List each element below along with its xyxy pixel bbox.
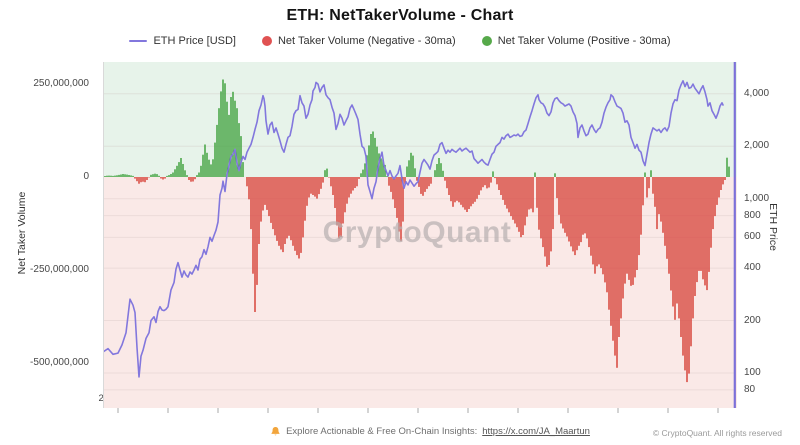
legend-item-eth-price[interactable]: ETH Price [USD] — [129, 35, 236, 47]
legend: ETH Price [USD] Net Taker Volume (Negati… — [0, 35, 800, 47]
watermark: CryptoQuant — [323, 216, 512, 249]
right-axis-tick: 400 — [744, 262, 761, 274]
promo-text: Explore Actionable & Free On-Chain Insig… — [286, 426, 478, 437]
left-axis-title: Net Taker Volume — [16, 191, 28, 275]
legend-item-positive-volume[interactable]: Net Taker Volume (Positive - 30ma) — [481, 35, 671, 47]
legend-label: Net Taker Volume (Positive - 30ma) — [497, 35, 671, 47]
page-title: ETH: NetTakerVolume - Chart — [286, 7, 514, 24]
right-axis-tick: 2,000 — [744, 140, 770, 152]
plot-area[interactable]: CryptoQuant — [102, 62, 737, 414]
negative-dot-marker-icon — [261, 36, 272, 46]
right-axis-tick: 100 — [744, 367, 761, 378]
volume-bars — [102, 79, 730, 383]
right-axis-tick: 800 — [744, 209, 761, 221]
left-axis-tick: -500,000,000 — [30, 357, 89, 368]
right-axis-tick: 1,000 — [744, 192, 770, 204]
copyright-text: © CryptoQuant. All rights reserved — [652, 428, 782, 438]
promo-link[interactable]: https://x.com/JA_Maartun — [482, 426, 590, 437]
price-line-marker-icon — [129, 40, 148, 42]
legend-label: Net Taker Volume (Negative - 30ma) — [277, 35, 456, 47]
legend-label: ETH Price [USD] — [153, 35, 236, 47]
positive-dot-marker-icon — [481, 36, 492, 46]
legend-item-negative-volume[interactable]: Net Taker Volume (Negative - 30ma) — [261, 35, 456, 47]
right-axis-title: ETH Price — [767, 203, 779, 251]
bell-icon — [271, 427, 280, 436]
left-axis-tick: -250,000,000 — [30, 264, 89, 275]
eth-price-line — [102, 79, 724, 378]
right-axis-tick: 600 — [744, 231, 761, 243]
footer-promo: Explore Actionable & Free On-Chain Insig… — [0, 426, 800, 440]
left-axis-tick: 0 — [83, 171, 89, 182]
right-axis-tick: 200 — [744, 314, 761, 326]
right-axis-tick: 80 — [744, 383, 756, 395]
right-axis-tick: 4,000 — [744, 87, 770, 99]
left-axis-tick: 250,000,000 — [33, 78, 89, 89]
